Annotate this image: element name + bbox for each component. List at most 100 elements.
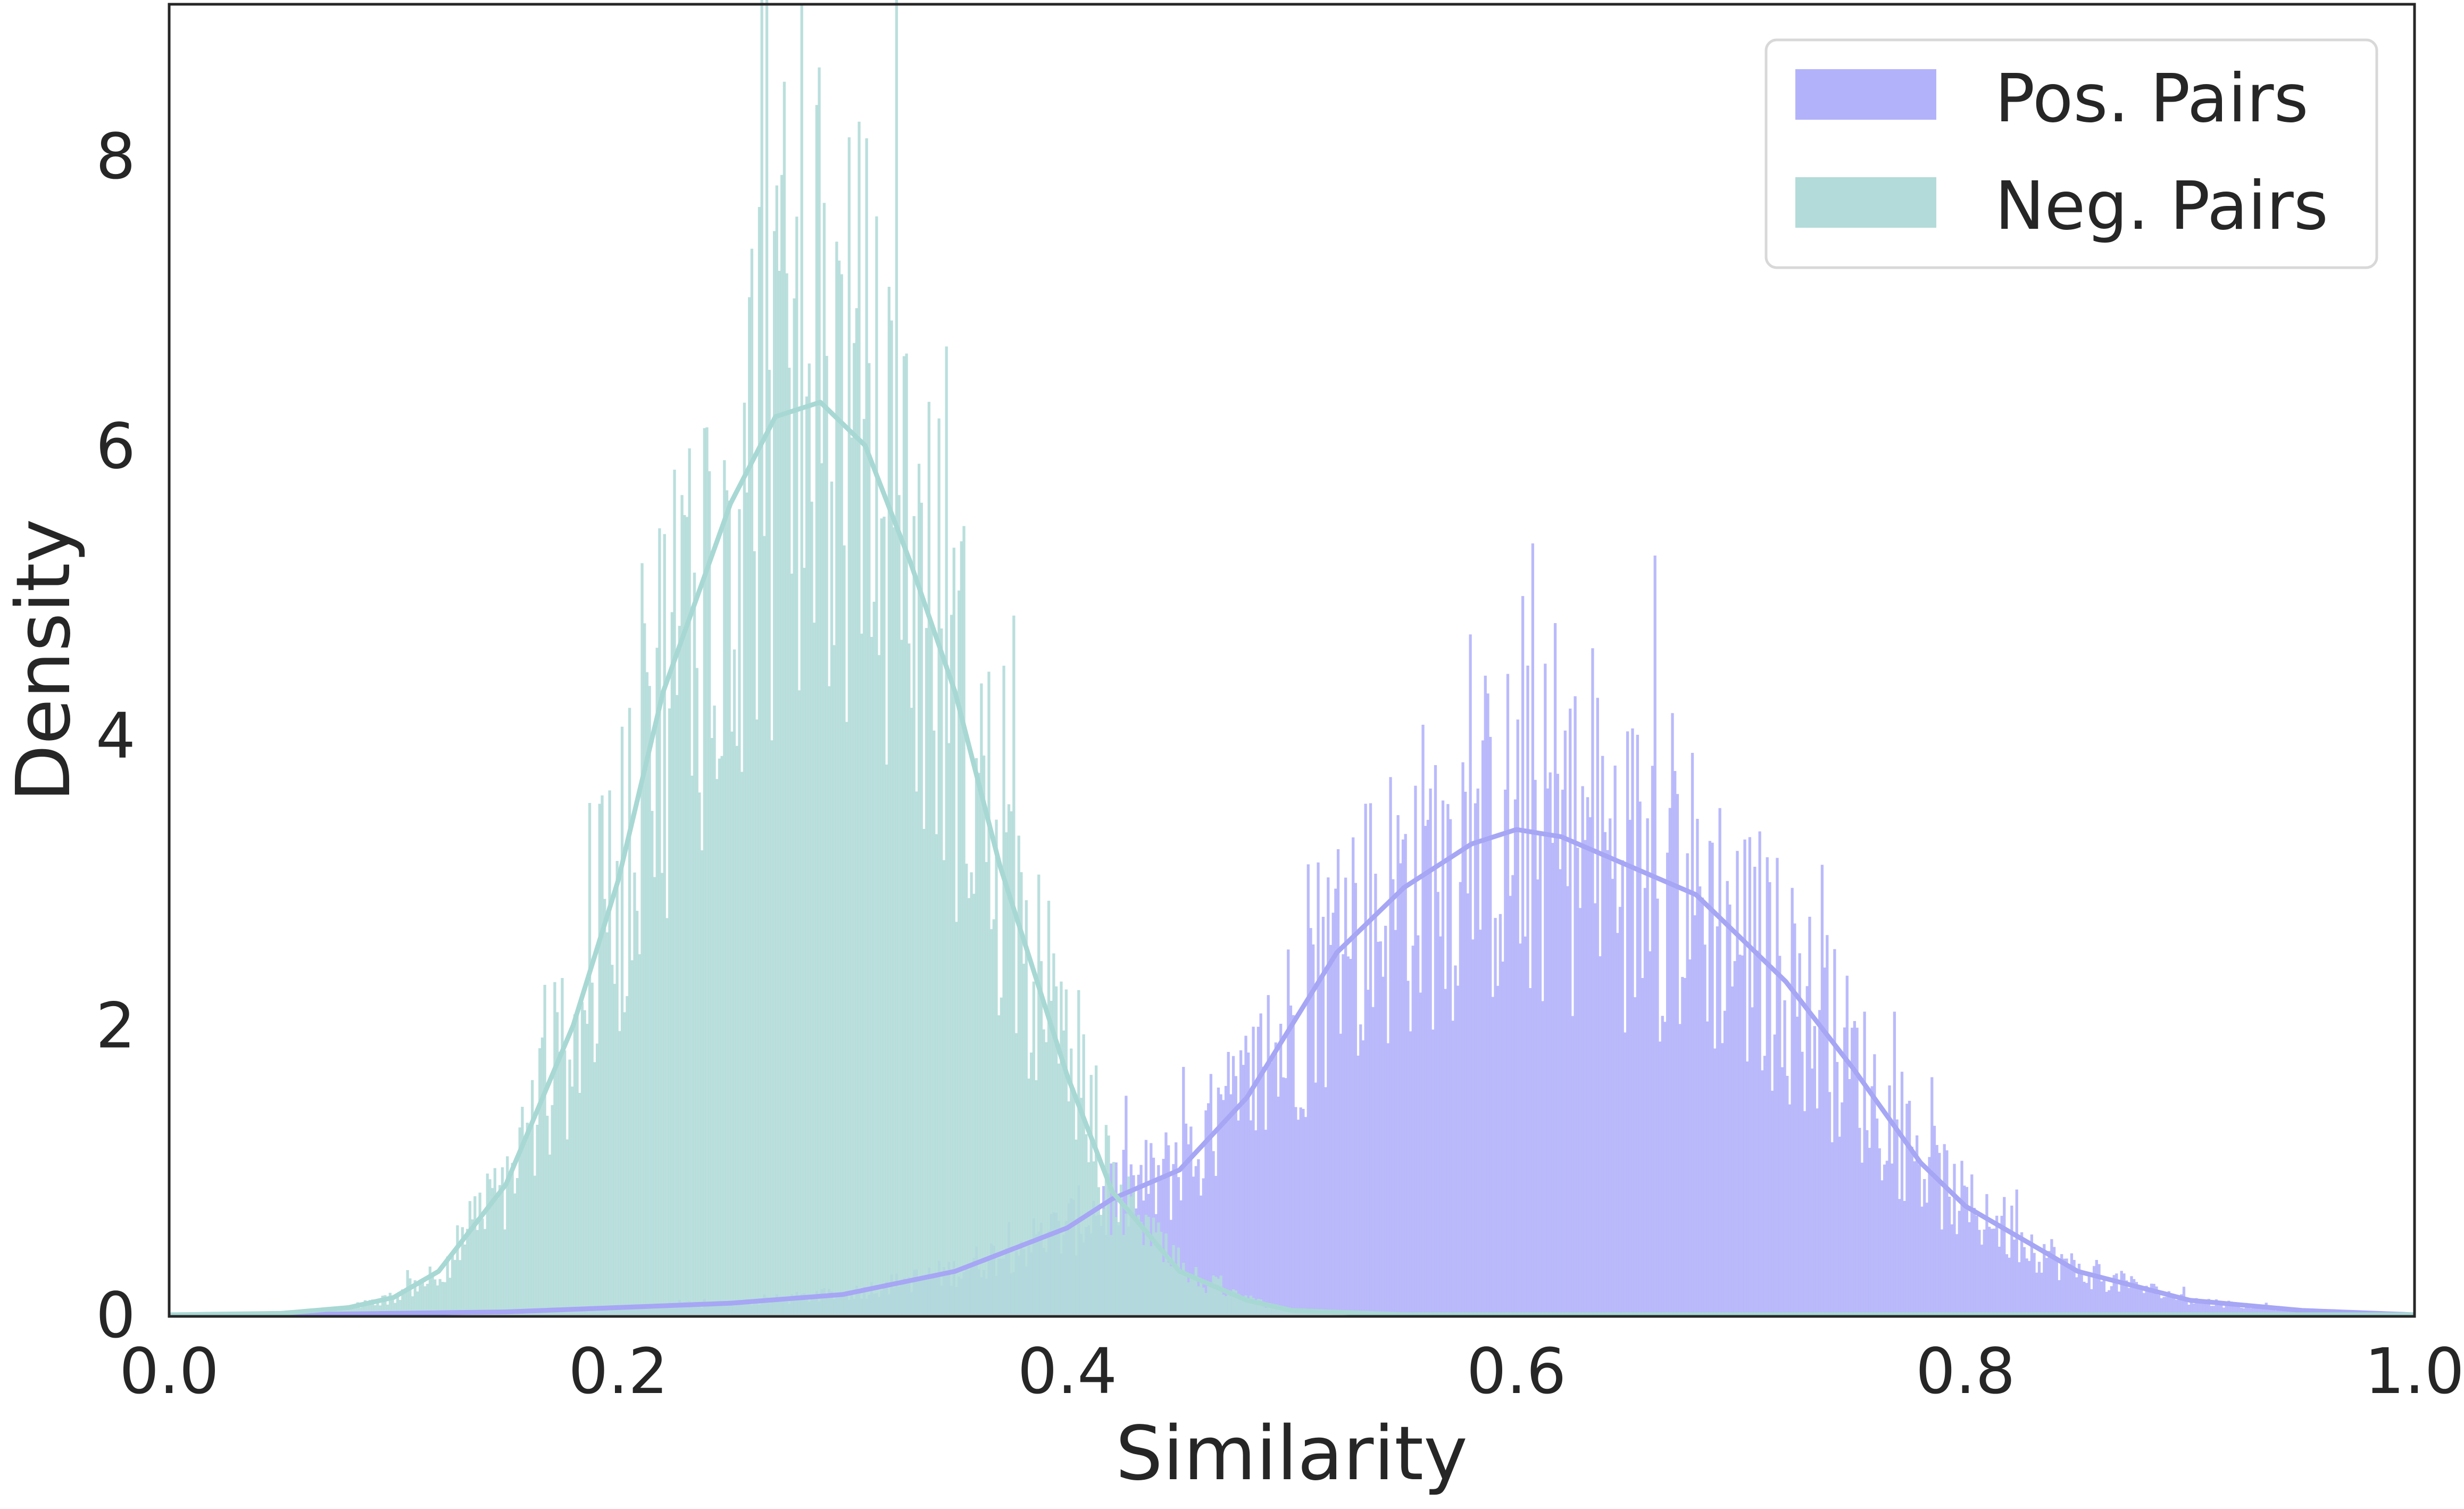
histogram-bar bbox=[2122, 1273, 2126, 1315]
histogram-bar bbox=[708, 471, 711, 1315]
histogram-bar bbox=[2172, 1298, 2176, 1315]
histogram-bar bbox=[1197, 1159, 1200, 1315]
histogram-bar bbox=[1062, 1030, 1065, 1315]
histogram-bar bbox=[1593, 903, 1597, 1315]
histogram-bar bbox=[1965, 1187, 1969, 1315]
histogram-bar bbox=[628, 708, 631, 1315]
histogram-bar bbox=[1012, 615, 1015, 1315]
histogram-bar bbox=[1184, 1274, 1188, 1315]
histogram-bar bbox=[790, 574, 794, 1315]
histogram-bar bbox=[2015, 1189, 2018, 1315]
histogram-bar bbox=[1481, 740, 1485, 1315]
histogram-bar bbox=[1247, 1302, 1250, 1315]
histogram-bar bbox=[1352, 837, 1355, 1315]
histogram-bar bbox=[593, 1062, 596, 1315]
histogram-bar bbox=[1381, 976, 1385, 1315]
histogram-bar bbox=[1125, 1213, 1128, 1315]
histogram-bar bbox=[481, 1218, 484, 1315]
legend-swatch-neg-pairs bbox=[1795, 177, 1936, 228]
histogram-bar bbox=[1299, 1107, 1302, 1315]
histogram-bar bbox=[843, 545, 846, 1315]
histogram-bar bbox=[785, 273, 788, 1315]
histogram-bar bbox=[1858, 1127, 1861, 1315]
histogram-bar bbox=[1336, 849, 1340, 1315]
histogram-bar bbox=[2240, 1307, 2243, 1315]
histogram-bar bbox=[2180, 1294, 2183, 1315]
histogram-bar bbox=[883, 516, 886, 1315]
histogram-bar bbox=[1162, 1158, 1165, 1315]
histogram-bar bbox=[651, 810, 654, 1315]
histogram-bar bbox=[770, 740, 773, 1315]
histogram-bar bbox=[1653, 555, 1656, 1315]
histogram-bar bbox=[1658, 1041, 1662, 1315]
histogram-bar bbox=[933, 731, 936, 1315]
histogram-bar bbox=[384, 1295, 387, 1315]
kde-curves bbox=[169, 400, 2415, 1317]
histogram-bar bbox=[1182, 1263, 1185, 1315]
histogram-bar bbox=[765, 0, 769, 1315]
histogram-bar bbox=[1868, 1148, 1871, 1315]
histogram-bar bbox=[1392, 879, 1395, 1315]
histogram-bar bbox=[1277, 1096, 1280, 1315]
histogram-bar bbox=[1918, 1164, 1921, 1315]
histogram-bar bbox=[351, 1308, 354, 1315]
histogram-bar bbox=[2165, 1297, 2168, 1315]
histogram-bar bbox=[935, 834, 938, 1315]
histogram-bar bbox=[1214, 1176, 1218, 1315]
histogram-bar bbox=[1147, 1216, 1150, 1315]
histogram-bar bbox=[1773, 1034, 1776, 1315]
histogram-bar bbox=[1079, 1098, 1083, 1315]
histogram-bar bbox=[1823, 967, 1826, 1315]
histogram-bar bbox=[1985, 1194, 1988, 1315]
y-axis-ticks: 0 2 4 6 8 bbox=[96, 120, 136, 1352]
histogram-bar bbox=[1963, 1185, 1966, 1315]
histogram-bar bbox=[960, 541, 963, 1315]
histogram-bar bbox=[850, 437, 853, 1315]
histogram-bar bbox=[1509, 896, 1512, 1315]
histogram-bar bbox=[1354, 883, 1358, 1315]
histogram-bar bbox=[518, 1127, 521, 1315]
histogram-bar bbox=[2085, 1283, 2088, 1315]
histogram-bar bbox=[536, 1124, 539, 1315]
histogram-bar bbox=[1234, 1076, 1237, 1315]
histogram-bar bbox=[1197, 1286, 1200, 1315]
histogram-bar bbox=[1743, 839, 1746, 1315]
histogram-bar bbox=[750, 248, 754, 1315]
histogram-bar bbox=[810, 501, 813, 1315]
histogram-bar bbox=[952, 548, 955, 1315]
y-tick-label: 4 bbox=[96, 699, 136, 773]
histogram-bar bbox=[636, 910, 639, 1315]
histogram-bar bbox=[870, 636, 873, 1315]
histogram-bar bbox=[2040, 1272, 2043, 1315]
histogram-bar bbox=[626, 996, 629, 1315]
histogram-bar bbox=[356, 1302, 360, 1315]
histogram-bar bbox=[2030, 1234, 2034, 1315]
histogram-bar bbox=[546, 1115, 549, 1315]
histogram-bar bbox=[1007, 804, 1011, 1315]
histogram-bar bbox=[2100, 1281, 2103, 1315]
histogram-bar bbox=[2130, 1276, 2133, 1315]
histogram-bar bbox=[638, 954, 642, 1315]
histogram-bar bbox=[1938, 1153, 1941, 1315]
histogram-bar bbox=[1142, 1245, 1145, 1315]
histogram-bar bbox=[1331, 913, 1335, 1315]
histogram-bar bbox=[326, 1308, 329, 1315]
histogram-bar bbox=[1119, 1184, 1123, 1315]
histogram-bar bbox=[2055, 1259, 2058, 1315]
histogram-bar bbox=[862, 419, 866, 1315]
histogram-bar bbox=[2140, 1289, 2143, 1315]
histogram-bar bbox=[693, 573, 696, 1315]
histogram-bar bbox=[1838, 1137, 1841, 1315]
histogram-bar bbox=[1599, 956, 1602, 1315]
histogram-bar bbox=[413, 1280, 417, 1315]
histogram-bar bbox=[1459, 882, 1462, 1315]
histogram-bar bbox=[1908, 1100, 1911, 1315]
histogram-bar bbox=[800, 3, 803, 1315]
histogram-bar bbox=[860, 633, 863, 1315]
histogram-bar bbox=[2212, 1306, 2216, 1315]
histogram-bar bbox=[1104, 1125, 1108, 1315]
histogram-bar bbox=[1853, 1021, 1857, 1315]
histogram-bar bbox=[1891, 1163, 1894, 1315]
histogram-bar bbox=[1424, 826, 1427, 1315]
histogram-bar bbox=[768, 370, 771, 1315]
